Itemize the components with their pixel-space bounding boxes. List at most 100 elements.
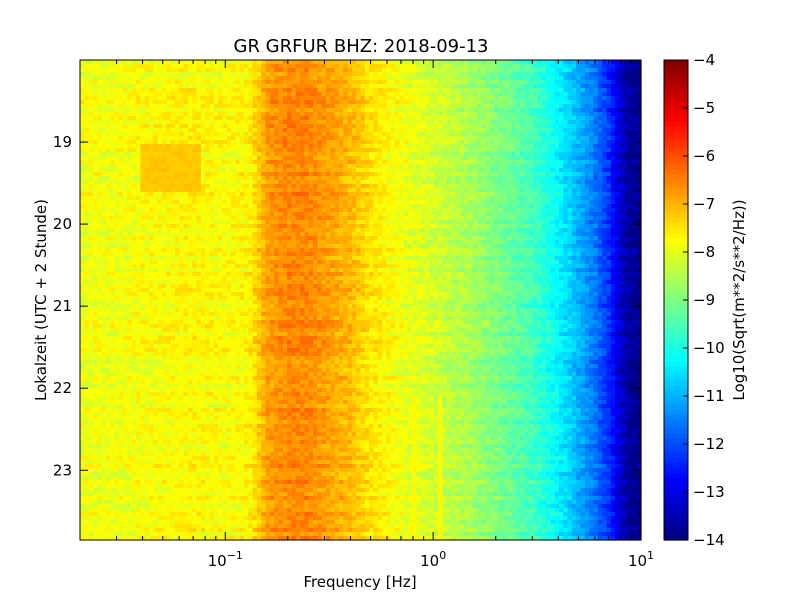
heatmap-cell bbox=[274, 168, 279, 173]
heatmap-cell bbox=[214, 96, 219, 101]
heatmap-cell bbox=[339, 148, 344, 153]
heatmap-cell bbox=[412, 132, 417, 137]
heatmap-cell bbox=[589, 172, 594, 177]
heatmap-cell bbox=[201, 92, 206, 97]
heatmap-cell bbox=[335, 68, 340, 73]
heatmap-cell bbox=[270, 208, 275, 213]
heatmap-cell bbox=[606, 128, 611, 133]
heatmap-cell bbox=[132, 64, 137, 69]
heatmap-cell bbox=[244, 140, 249, 145]
heatmap-cell bbox=[537, 176, 542, 181]
heatmap-cell bbox=[127, 136, 132, 141]
heatmap-cell bbox=[244, 180, 249, 185]
heatmap-cell bbox=[408, 208, 413, 213]
heatmap-cell bbox=[378, 116, 383, 121]
heatmap-cell bbox=[106, 124, 111, 129]
heatmap-cell bbox=[632, 156, 637, 161]
heatmap-cell bbox=[222, 212, 227, 217]
heatmap-cell bbox=[201, 212, 206, 217]
heatmap-cell bbox=[369, 76, 374, 81]
heatmap-cell bbox=[171, 64, 176, 69]
heatmap-cell bbox=[162, 208, 167, 213]
heatmap-cell bbox=[576, 172, 581, 177]
heatmap-cell bbox=[97, 112, 102, 117]
heatmap-cell bbox=[369, 136, 374, 141]
heatmap-cell bbox=[244, 60, 249, 65]
heatmap-cell bbox=[373, 64, 378, 69]
heatmap-cell bbox=[537, 184, 542, 189]
heatmap-cell bbox=[145, 172, 150, 177]
heatmap-cell bbox=[330, 140, 335, 145]
heatmap-cell bbox=[227, 168, 232, 173]
heatmap-cell bbox=[481, 176, 486, 181]
heatmap-cell bbox=[171, 136, 176, 141]
heatmap-cell bbox=[266, 188, 271, 193]
heatmap-cell bbox=[516, 120, 521, 125]
heatmap-cell bbox=[542, 128, 547, 133]
heatmap-cell bbox=[352, 140, 357, 145]
heatmap-cell bbox=[197, 144, 202, 149]
heatmap-cell bbox=[546, 124, 551, 129]
heatmap-cell bbox=[430, 196, 435, 201]
heatmap-cell bbox=[214, 100, 219, 105]
heatmap-cell bbox=[253, 116, 258, 121]
heatmap-cell bbox=[581, 140, 586, 145]
heatmap-cell bbox=[184, 200, 189, 205]
heatmap-cell bbox=[581, 88, 586, 93]
heatmap-cell bbox=[145, 136, 150, 141]
heatmap-cell bbox=[594, 116, 599, 121]
heatmap-cell bbox=[464, 116, 469, 121]
heatmap-cell bbox=[624, 196, 629, 201]
heatmap-cell bbox=[632, 120, 637, 125]
heatmap-cell bbox=[606, 204, 611, 209]
heatmap-cell bbox=[175, 176, 180, 181]
heatmap-cell bbox=[464, 204, 469, 209]
heatmap-cell bbox=[447, 100, 452, 105]
heatmap-cell bbox=[158, 204, 163, 209]
heatmap-cell bbox=[127, 140, 132, 145]
heatmap-cell bbox=[102, 100, 107, 105]
heatmap-cell bbox=[438, 184, 443, 189]
heatmap-cell bbox=[179, 112, 184, 117]
heatmap-cell bbox=[291, 76, 296, 81]
heatmap-cell bbox=[84, 68, 89, 73]
heatmap-cell bbox=[192, 152, 197, 157]
heatmap-cell bbox=[313, 208, 318, 213]
heatmap-cell bbox=[257, 184, 262, 189]
heatmap-cell bbox=[110, 124, 115, 129]
heatmap-cell bbox=[209, 136, 214, 141]
heatmap-cell bbox=[309, 64, 314, 69]
heatmap-cell bbox=[205, 204, 210, 209]
heatmap-cell bbox=[110, 72, 115, 77]
heatmap-cell bbox=[279, 80, 284, 85]
heatmap-cell bbox=[399, 144, 404, 149]
heatmap-cell bbox=[153, 180, 158, 185]
heatmap-cell bbox=[533, 116, 538, 121]
heatmap-cell bbox=[235, 156, 240, 161]
heatmap-cell bbox=[619, 120, 624, 125]
heatmap-cell bbox=[343, 72, 348, 77]
heatmap-cell bbox=[283, 156, 288, 161]
heatmap-cell bbox=[611, 156, 616, 161]
heatmap-cell bbox=[291, 132, 296, 137]
heatmap-cell bbox=[529, 144, 534, 149]
heatmap-cell bbox=[611, 100, 616, 105]
heatmap-cell bbox=[464, 72, 469, 77]
heatmap-cell bbox=[460, 168, 465, 173]
heatmap-cell bbox=[473, 168, 478, 173]
heatmap-cell bbox=[412, 84, 417, 89]
heatmap-cell bbox=[628, 208, 633, 213]
heatmap-cell bbox=[248, 188, 253, 193]
heatmap-cell bbox=[373, 176, 378, 181]
heatmap-cell bbox=[300, 208, 305, 213]
heatmap-cell bbox=[585, 160, 590, 165]
heatmap-cell bbox=[119, 140, 124, 145]
heatmap-cell bbox=[477, 104, 482, 109]
heatmap-cell bbox=[214, 132, 219, 137]
heatmap-cell bbox=[84, 164, 89, 169]
heatmap-cell bbox=[244, 152, 249, 157]
heatmap-cell bbox=[192, 196, 197, 201]
heatmap-cell bbox=[412, 172, 417, 177]
heatmap-cell bbox=[589, 160, 594, 165]
heatmap-cell bbox=[373, 144, 378, 149]
